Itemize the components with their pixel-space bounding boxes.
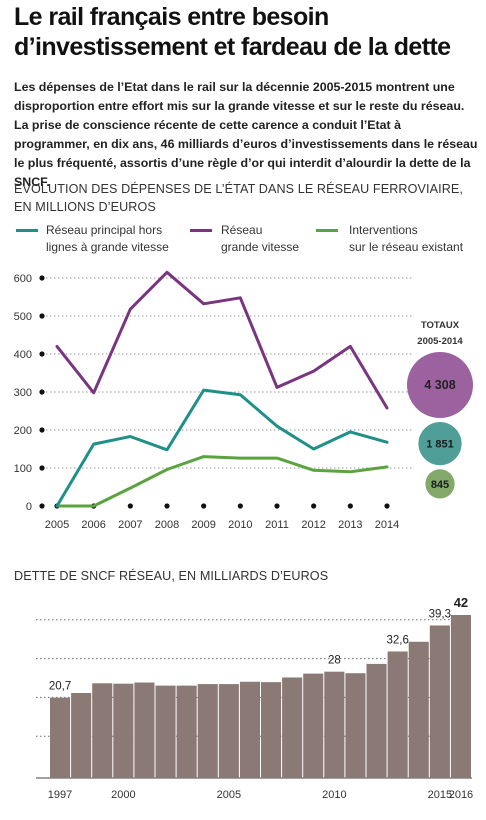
legend-item-high-speed: Réseau grande vitesse bbox=[221, 222, 299, 256]
line-chart-title: ÉVOLUTION DES DÉPENSES DE L’ÉTAT DANS LE… bbox=[14, 180, 463, 216]
line-chart-y-tick-label: 500 bbox=[14, 311, 32, 323]
totals-bubble-3 bbox=[425, 469, 455, 499]
bar-1999 bbox=[92, 683, 113, 778]
line-chart-x-tick-dot bbox=[237, 503, 243, 509]
bar-chart-x-tick-label: 1997 bbox=[48, 789, 72, 801]
bar-chart-x-tick-label: 2010 bbox=[322, 789, 346, 801]
bar-2012 bbox=[366, 663, 387, 778]
bar-2016 bbox=[450, 615, 471, 778]
line-chart-x-tick-dot bbox=[164, 503, 170, 509]
legend-swatch-main-network bbox=[16, 229, 38, 232]
bar-2000 bbox=[113, 683, 134, 778]
legend-label-main-network: Réseau principal hors lignes à grande vi… bbox=[46, 223, 169, 254]
page-title: Le rail français entre besoin d’investis… bbox=[14, 2, 484, 62]
bar-chart-title: DETTE DE SNCF RÉSEAU, EN MILLIARDS D’EUR… bbox=[14, 569, 329, 583]
line-chart-y-tick-dot bbox=[39, 275, 45, 281]
line-chart-x-tick-dot bbox=[201, 503, 207, 509]
line-chart-x-tick-label: 2008 bbox=[155, 519, 179, 531]
totals-title-line-2: 2005-2014 bbox=[417, 336, 463, 347]
line-chart-y-tick-label: 100 bbox=[14, 463, 32, 475]
totals-bubble-label-3: 845 bbox=[431, 479, 449, 491]
line-chart-y-tick-dot bbox=[39, 389, 45, 395]
bar-2003 bbox=[176, 685, 197, 778]
legend-item-main-network: Réseau principal hors lignes à grande vi… bbox=[46, 222, 169, 256]
line-chart-title-line-1: ÉVOLUTION DES DÉPENSES DE L’ÉTAT DANS LE… bbox=[14, 182, 463, 196]
line-chart-x-tick-label: 2014 bbox=[375, 519, 399, 531]
legend-label-existing-network: Interventions sur le réseau existant bbox=[349, 223, 464, 254]
bar-data-label-2013: 32,6 bbox=[386, 634, 408, 646]
bar-chart-x-tick-label: 2015 bbox=[428, 789, 452, 801]
bar-2011 bbox=[345, 673, 366, 778]
totals-bubble-label-1: 4 308 bbox=[424, 378, 455, 392]
bar-2001 bbox=[134, 682, 155, 778]
bar-chart-x-tick-label: 2000 bbox=[111, 789, 135, 801]
bar-data-label-2015: 39,3 bbox=[429, 608, 451, 620]
line-chart-x-tick-label: 2013 bbox=[338, 519, 362, 531]
line-chart-x-tick-label: 2012 bbox=[301, 519, 325, 531]
legend-item-existing-network: Interventions sur le réseau existant bbox=[349, 222, 463, 256]
line-chart-x-tick-label: 2010 bbox=[228, 519, 252, 531]
bar-2008 bbox=[282, 677, 303, 778]
line-series-interventions-sur-le-r-seau-existant bbox=[55, 455, 389, 508]
bar-2014 bbox=[408, 641, 429, 778]
line-chart-y-tick-dot bbox=[39, 351, 45, 357]
line-chart-title-line-2: EN MILLIONS D’EUROS bbox=[14, 200, 156, 214]
line-chart-y-tick-label: 200 bbox=[14, 425, 32, 437]
totals-title-line-1: TOTAUX bbox=[421, 320, 460, 331]
line-chart-y-tick-dot bbox=[39, 465, 45, 471]
bar-data-label-1997: 20,7 bbox=[49, 681, 71, 693]
bar-2007 bbox=[261, 682, 282, 778]
lead-paragraph: Les dépenses de l’Etat dans le rail sur … bbox=[14, 80, 478, 189]
line-chart-y-tick-label: 0 bbox=[26, 501, 32, 513]
line-chart-y-tick-dot bbox=[39, 313, 45, 319]
legend-swatch-high-speed bbox=[190, 229, 212, 232]
bar-2004 bbox=[197, 684, 218, 778]
bar-2010 bbox=[324, 671, 345, 778]
bar-chart-x-tick-label: 2005 bbox=[217, 789, 241, 801]
line-chart-y-tick-dot bbox=[39, 503, 45, 509]
line-chart-x-tick-label: 2007 bbox=[118, 519, 142, 531]
line-chart-x-tick-dot bbox=[127, 503, 133, 509]
bar-1998 bbox=[71, 693, 92, 778]
totals-bubble-2 bbox=[418, 422, 462, 466]
line-chart-x-tick-label: 2009 bbox=[191, 519, 215, 531]
bar-2009 bbox=[303, 673, 324, 778]
bar-data-label-2010: 28 bbox=[328, 655, 341, 667]
bar-data-label-2016: 42 bbox=[454, 595, 468, 610]
bar-2015 bbox=[429, 625, 450, 778]
line-chart-y-tick-label: 400 bbox=[14, 349, 32, 361]
line-chart-x-tick-dot bbox=[311, 503, 317, 509]
line-chart-y-tick-label: 600 bbox=[14, 273, 32, 285]
line-chart-x-tick-dot bbox=[274, 503, 280, 509]
bar-2013 bbox=[387, 651, 408, 778]
totals-bubble-label-2: 1 851 bbox=[426, 439, 454, 451]
title-line-2: d’investissement et fardeau de la dette bbox=[14, 33, 451, 61]
line-chart-x-tick-label: 2006 bbox=[81, 519, 105, 531]
line-chart-y-tick-label: 300 bbox=[14, 387, 32, 399]
line-chart-x-tick-dot bbox=[347, 503, 353, 509]
line-chart-x-tick-dot bbox=[384, 503, 390, 509]
bar-1997 bbox=[50, 697, 71, 778]
legend-swatch-existing-network bbox=[316, 229, 338, 232]
line-chart-y-tick-dot bbox=[39, 427, 45, 433]
totals-bubble-1 bbox=[407, 352, 473, 418]
bar-2006 bbox=[239, 681, 260, 778]
bar-2005 bbox=[218, 684, 239, 778]
line-series-r-seau-grande-vitesse bbox=[55, 270, 389, 410]
line-chart-x-tick-label: 2011 bbox=[265, 519, 289, 531]
legend-label-high-speed: Réseau grande vitesse bbox=[221, 223, 300, 254]
bar-chart-x-tick-label: 2016 bbox=[449, 789, 473, 801]
line-chart-x-tick-label: 2005 bbox=[45, 519, 69, 531]
line-series-r-seau-principal-hors-lignes-grande-vitesse bbox=[55, 388, 389, 508]
bar-2002 bbox=[155, 685, 176, 778]
title-line-1: Le rail français entre besoin bbox=[14, 3, 329, 31]
